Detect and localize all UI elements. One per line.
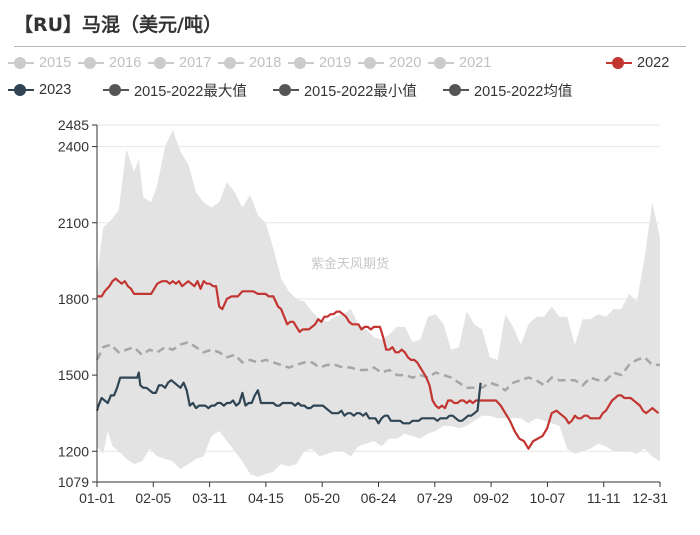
legend-item-2022[interactable]: 2022 [606, 52, 669, 74]
y-tick-label: 1800 [58, 291, 89, 307]
legend-item-2019[interactable]: 2019 [288, 52, 351, 74]
legend-item-2015-2022最大值[interactable]: 2015-2022最大值 [103, 79, 247, 101]
legend-item-2015-2022最小值[interactable]: 2015-2022最小值 [273, 79, 417, 101]
chart-legend: 2015 2016 2017 2018 2019 2020 2021 2022 2023 2015… [8, 52, 698, 104]
legend-item-2021[interactable]: 2021 [428, 52, 491, 74]
watermark-text: 紫金天风期货 [311, 256, 389, 272]
legend-label: 2018 [249, 55, 282, 71]
legend-marker-icon [443, 84, 469, 96]
legend-marker-icon [273, 84, 299, 96]
legend-marker-icon [358, 57, 384, 69]
title-divider [14, 46, 686, 47]
legend-item-2018[interactable]: 2018 [218, 52, 281, 74]
y-tick-label: 2400 [58, 139, 89, 155]
legend-label: 2015-2022最小值 [304, 83, 417, 100]
legend-item-2017[interactable]: 2017 [148, 52, 211, 74]
legend-marker-icon [148, 57, 174, 69]
series-2022-line [97, 277, 660, 450]
y-tick-label: 2485 [58, 117, 89, 133]
legend-item-2016[interactable]: 2016 [78, 52, 141, 74]
x-tick-label: 10-07 [529, 490, 565, 506]
x-tick-label: 05-20 [304, 490, 340, 506]
legend-marker-icon [606, 57, 632, 69]
series-2023-line [95, 371, 482, 425]
legend-label: 2022 [637, 55, 670, 71]
legend-marker-icon [8, 57, 34, 69]
legend-label: 2015-2022均值 [474, 83, 573, 100]
y-tick-label: 2100 [58, 215, 89, 231]
chart-title: 【RU】马混（美元/吨） [14, 14, 222, 36]
x-tick-label: 09-02 [473, 490, 509, 506]
legend-marker-icon [8, 84, 34, 96]
series-avg-line [95, 340, 660, 392]
legend-label: 2017 [179, 55, 212, 71]
legend-label: 2023 [39, 82, 72, 98]
x-tick-label: 11-11 [587, 490, 621, 506]
x-tick-label: 02-05 [135, 490, 171, 506]
legend-label: 2021 [459, 55, 492, 71]
legend-item-2023[interactable]: 2023 [8, 79, 71, 101]
x-tick-label: 03-11 [192, 490, 227, 506]
legend-item-2015-2022均值[interactable]: 2015-2022均值 [443, 79, 572, 101]
legend-item-2015[interactable]: 2015 [8, 52, 71, 74]
max-min-band [97, 130, 660, 477]
legend-marker-icon [78, 57, 104, 69]
x-tick-label: 07-29 [417, 490, 453, 506]
legend-label: 2016 [109, 55, 142, 71]
legend-marker-icon [218, 57, 244, 69]
legend-label: 2015 [39, 55, 72, 71]
legend-marker-icon [428, 57, 454, 69]
x-tick-label: 01-01 [79, 490, 115, 506]
y-tick-label: 1200 [58, 443, 89, 459]
legend-label: 2020 [389, 55, 422, 71]
legend-marker-icon [103, 84, 129, 96]
x-tick-label: 12-31 [632, 490, 668, 506]
legend-label: 2019 [319, 55, 352, 71]
y-tick-label: 1500 [58, 367, 89, 383]
legend-marker-icon [288, 57, 314, 69]
y-tick-label: 1079 [58, 474, 89, 490]
legend-label: 2015-2022最大值 [134, 83, 247, 100]
x-tick-label: 06-24 [361, 490, 397, 506]
x-tick-label: 04-15 [248, 490, 284, 506]
legend-item-2020[interactable]: 2020 [358, 52, 421, 74]
